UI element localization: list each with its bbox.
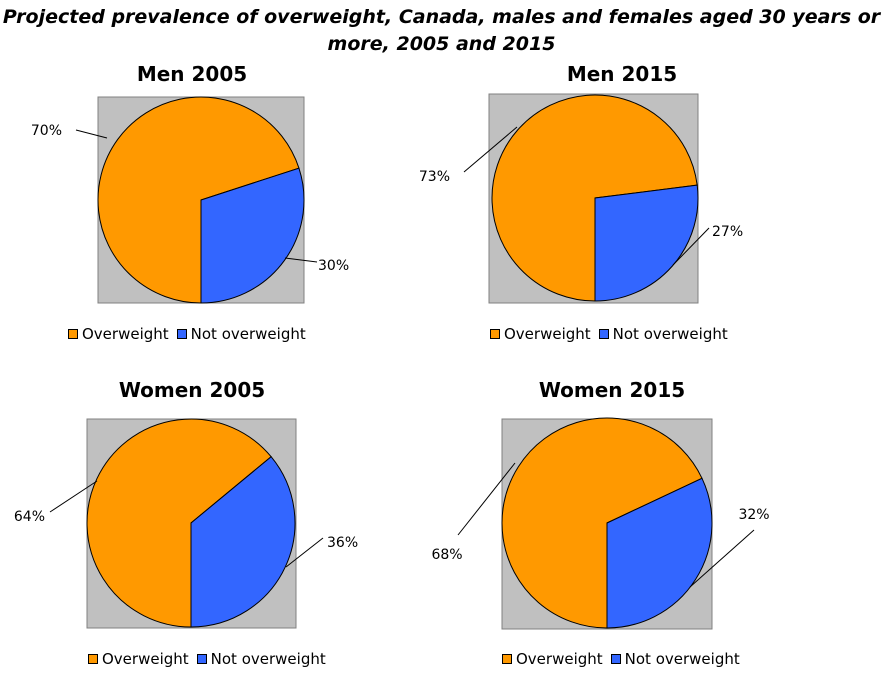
legend-women-2015: Overweight Not overweight bbox=[502, 650, 748, 668]
chart-title-men-2005: Men 2005 bbox=[136, 62, 248, 86]
leader-line bbox=[284, 257, 318, 263]
data-label-overweight: 64% bbox=[14, 509, 45, 525]
leader-line bbox=[463, 126, 518, 173]
pie-group-2: 64% 36% bbox=[14, 418, 358, 629]
legend-label-not-overweight: Not overweight bbox=[210, 650, 326, 668]
page-title: Projected prevalence of overweight, Cana… bbox=[2, 6, 881, 55]
legend-label-not-overweight: Not overweight bbox=[190, 325, 306, 343]
pie-slice-not-overweight bbox=[190, 456, 296, 628]
leader-line bbox=[49, 480, 98, 513]
pie-group-1: 73% 27% bbox=[419, 93, 743, 304]
pie-slice-not-overweight bbox=[594, 184, 699, 302]
legend-swatch-overweight bbox=[68, 329, 78, 339]
leader-line bbox=[457, 462, 516, 536]
legend-women-2005: Overweight Not overweight bbox=[88, 650, 334, 668]
data-label-not-overweight: 30% bbox=[318, 258, 349, 274]
pie-group-3: 68% 32% bbox=[431, 417, 770, 630]
legend-label-overweight: Overweight bbox=[504, 325, 591, 343]
pie-slice-overweight bbox=[86, 418, 272, 628]
legend-men-2015: Overweight Not overweight bbox=[490, 325, 736, 343]
legend-swatch-overweight bbox=[490, 329, 500, 339]
pie-slice-not-overweight bbox=[200, 167, 305, 304]
chart-title-women-2005: Women 2005 bbox=[118, 378, 266, 402]
leader-line bbox=[689, 529, 755, 588]
data-label-not-overweight: 27% bbox=[712, 224, 743, 240]
pie-slice-overweight bbox=[501, 417, 703, 629]
chart-title-women-2015: Women 2015 bbox=[538, 378, 686, 402]
leader-line bbox=[75, 129, 108, 139]
chart-title-men-2015: Men 2015 bbox=[566, 62, 678, 86]
data-label-not-overweight: 36% bbox=[327, 535, 358, 551]
legend-label-not-overweight: Not overweight bbox=[612, 325, 728, 343]
data-label-overweight: 68% bbox=[431, 547, 462, 563]
legend-swatch-not-overweight bbox=[196, 654, 207, 664]
legend-swatch-overweight bbox=[502, 654, 512, 664]
pie-slice-overweight bbox=[97, 96, 300, 304]
pie-slice-not-overweight bbox=[606, 477, 713, 629]
leader-line bbox=[285, 537, 324, 568]
legend-men-2005: Overweight Not overweight bbox=[68, 325, 314, 343]
leader-line bbox=[672, 227, 710, 266]
data-label-overweight: 73% bbox=[419, 169, 450, 185]
legend-label-overweight: Overweight bbox=[516, 650, 603, 668]
legend-label-overweight: Overweight bbox=[82, 325, 169, 343]
data-label-not-overweight: 32% bbox=[738, 507, 769, 523]
legend-swatch-not-overweight bbox=[598, 329, 609, 339]
data-label-overweight: 70% bbox=[31, 123, 62, 139]
pie-group-0: 70% 30% bbox=[31, 96, 349, 304]
legend-label-not-overweight: Not overweight bbox=[624, 650, 740, 668]
legend-swatch-not-overweight bbox=[176, 329, 187, 339]
legend-swatch-not-overweight bbox=[610, 654, 621, 664]
legend-swatch-overweight bbox=[88, 654, 98, 664]
legend-label-overweight: Overweight bbox=[102, 650, 189, 668]
